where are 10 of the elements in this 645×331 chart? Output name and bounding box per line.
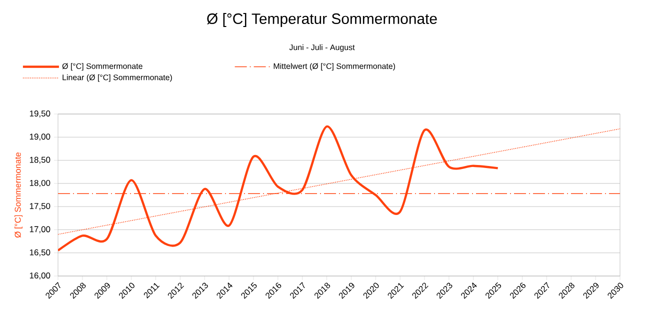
- y-tick-label: 19,50: [30, 110, 50, 118]
- y-tick-label: 18,50: [30, 156, 50, 164]
- chart-title: Ø [°C] Temperatur Sommermonate: [207, 13, 437, 27]
- y-tick-label: 18,00: [30, 180, 50, 187]
- y-tick-label: 19,00: [30, 134, 50, 141]
- y-axis-title: Ø [°C] Sommermonate: [14, 152, 22, 238]
- y-tick-label: 16,50: [30, 249, 50, 256]
- y-tick-label: 16,00: [30, 272, 50, 280]
- y-tick-label: 17,00: [30, 226, 50, 234]
- y-tick-label: 17,50: [30, 203, 50, 210]
